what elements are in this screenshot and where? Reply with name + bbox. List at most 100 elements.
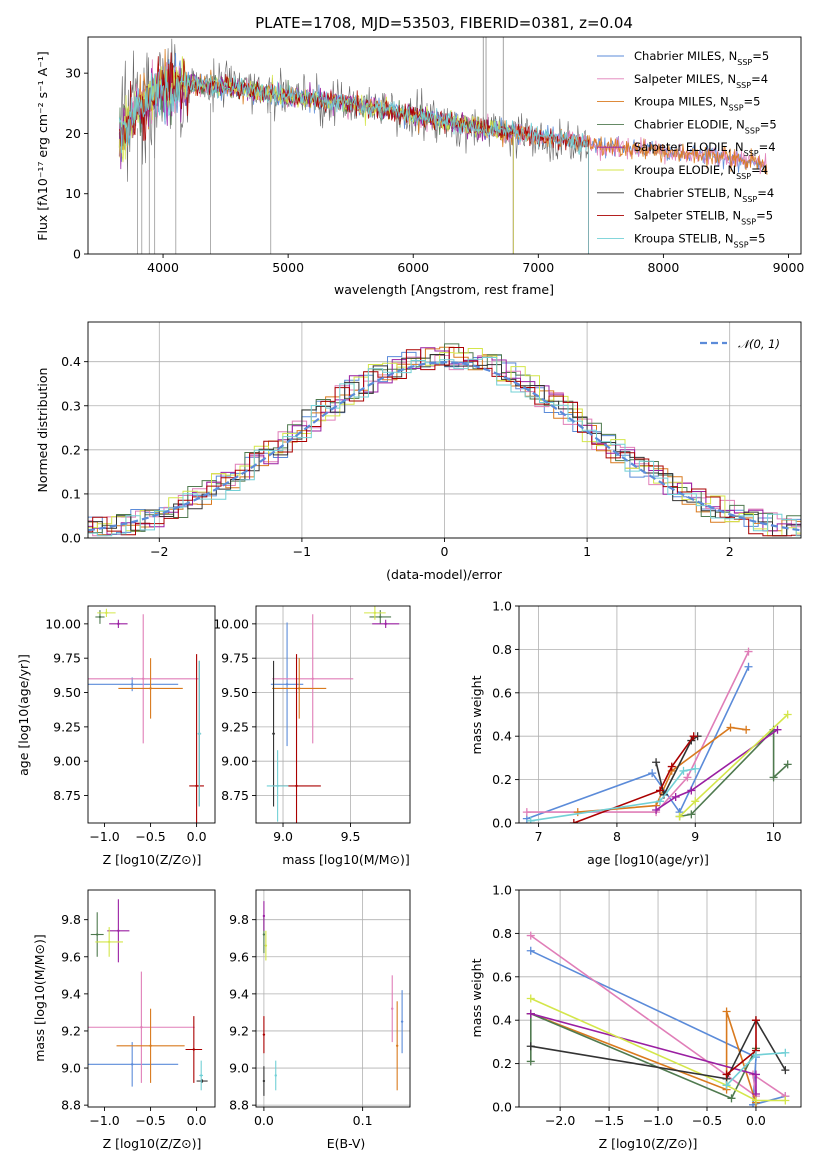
x-tick-label: −2 bbox=[150, 544, 168, 559]
x-tick-label: −0.5 bbox=[135, 1113, 165, 1128]
axes-frame bbox=[87, 36, 802, 255]
data-point bbox=[400, 1020, 404, 1023]
plus-marker bbox=[671, 792, 680, 801]
axes-frame bbox=[255, 889, 411, 1108]
spectrum-series-line bbox=[119, 38, 589, 254]
data-point bbox=[285, 683, 289, 686]
y-tick-label: 8.8 bbox=[61, 1098, 81, 1113]
y-tick-label: 9.50 bbox=[53, 685, 81, 700]
plus-marker bbox=[648, 769, 657, 778]
errorbar-marks bbox=[88, 608, 204, 823]
legend-entry: Chabrier ELODIE, NSSP=5 bbox=[634, 117, 777, 135]
x-tick-label: 7 bbox=[535, 829, 543, 844]
plus-marker bbox=[652, 805, 661, 814]
residual-histogram-panel: −2 −1 0 1 2 0.0 0.1 0.2 0.3 0.4 𝒩(0, 1) bbox=[61, 321, 802, 559]
y-tick-label: 8.8 bbox=[229, 1098, 249, 1113]
plus-marker bbox=[783, 760, 792, 769]
weight-series-line bbox=[530, 1011, 757, 1103]
x-tick-label: 9 bbox=[691, 829, 699, 844]
x-tick-label: −1.5 bbox=[594, 1113, 624, 1128]
plus-marker bbox=[751, 1070, 760, 1079]
y-tick-label: 9.75 bbox=[53, 651, 81, 666]
x-tick-label: −2.0 bbox=[545, 1113, 575, 1128]
legend-entry: Chabrier MILES, NSSP=5 bbox=[634, 49, 769, 67]
agez-ylabel: age [log10(age/yr)] bbox=[16, 654, 31, 776]
x-tick-label: −1.0 bbox=[643, 1113, 673, 1128]
spectrum-ylabel: Flux [fλ10⁻¹⁷ erg cm⁻² s⁻¹ A⁻¹] bbox=[35, 51, 50, 240]
x-tick-label: 9000 bbox=[773, 260, 805, 275]
legend-entry: Salpeter MILES, NSSP=4 bbox=[634, 72, 768, 90]
x-tick-label: 7000 bbox=[522, 260, 554, 275]
x-tick-label: −0.5 bbox=[135, 829, 165, 844]
weightage-ylabel: mass weight bbox=[469, 675, 484, 754]
data-point bbox=[298, 687, 301, 690]
plus-marker bbox=[781, 1048, 790, 1057]
massz-xlabel: Z [log10(Z/Z⊙)] bbox=[103, 1136, 202, 1151]
axes-frame bbox=[518, 889, 802, 1108]
plus-marker bbox=[727, 1094, 736, 1103]
massebv-xlabel: E(B-V) bbox=[327, 1136, 366, 1151]
legend-entry: Kroupa MILES, NSSP=5 bbox=[634, 95, 760, 113]
weight-series-line bbox=[573, 735, 695, 823]
y-tick-label: 0.0 bbox=[492, 1100, 512, 1115]
weight-series-line bbox=[529, 1012, 757, 1100]
plus-marker bbox=[742, 725, 751, 734]
x-tick-label: −1.0 bbox=[89, 829, 119, 844]
normal-reference-curve bbox=[88, 360, 801, 532]
plus-marker bbox=[687, 810, 696, 819]
data-point bbox=[105, 611, 108, 615]
plus-marker bbox=[722, 1081, 731, 1090]
data-point bbox=[195, 784, 198, 788]
y-tick-label: 9.2 bbox=[61, 1023, 81, 1038]
weight-series-line bbox=[530, 934, 786, 1098]
plus-marker bbox=[722, 1007, 731, 1016]
plus-marker bbox=[691, 764, 700, 773]
y-tick-label: 0.2 bbox=[492, 1056, 512, 1071]
plus-marker bbox=[683, 773, 692, 782]
plus-marker bbox=[751, 1096, 760, 1105]
y-tick-label: 0.4 bbox=[61, 354, 81, 369]
plus-marker bbox=[526, 931, 535, 940]
legend-entry: Chabrier STELIB, NSSP=4 bbox=[634, 186, 774, 204]
data-point bbox=[199, 1074, 203, 1077]
y-tick-label: 0.0 bbox=[492, 816, 512, 831]
weight-series-line bbox=[530, 997, 786, 1102]
y-tick-label: 0.1 bbox=[61, 486, 81, 501]
histogram-xlabel: (data-model)/error bbox=[386, 567, 503, 582]
plus-marker bbox=[687, 786, 696, 795]
plus-marker bbox=[769, 773, 778, 782]
y-tick-label: 1.0 bbox=[492, 883, 512, 898]
y-tick-label: 0 bbox=[73, 247, 81, 262]
x-tick-label: 9.0 bbox=[273, 829, 293, 844]
y-tick-label: 0.3 bbox=[61, 398, 81, 413]
errorbar-marks bbox=[262, 901, 404, 1096]
data-point bbox=[272, 732, 275, 735]
plus-marker bbox=[569, 819, 578, 823]
x-tick-label: 6000 bbox=[397, 260, 429, 275]
data-point bbox=[192, 1048, 196, 1051]
data-point bbox=[140, 1026, 143, 1029]
data-point bbox=[149, 687, 152, 690]
mass-vs-metallicity-panel: −1.0 −0.5 0.0 8.8 9.0 9.2 9.4 9.6 9.8 bbox=[61, 889, 216, 1128]
spectrum-panel: 4000 5000 6000 7000 8000 9000 0 10 20 30 Chabrier … bbox=[65, 36, 805, 275]
y-tick-label: 0.4 bbox=[492, 729, 512, 744]
y-tick-label: 9.2 bbox=[229, 1023, 249, 1038]
y-tick-label: 9.25 bbox=[221, 719, 249, 734]
y-tick-label: 9.0 bbox=[61, 1061, 81, 1076]
plus-marker bbox=[726, 723, 735, 732]
histogram-series-step bbox=[88, 357, 801, 537]
spectrum-series-line bbox=[118, 48, 768, 175]
y-tick-label: 0.6 bbox=[492, 969, 512, 984]
plus-marker bbox=[667, 762, 676, 771]
plus-marker bbox=[722, 1070, 731, 1079]
y-tick-label: 0.2 bbox=[492, 772, 512, 787]
axes-frame bbox=[87, 321, 802, 539]
spectrum-xlabel: wavelength [Angstrom, rest frame] bbox=[334, 282, 554, 297]
plus-marker bbox=[526, 946, 535, 955]
y-tick-label: 9.50 bbox=[221, 685, 249, 700]
y-tick-label: 9.6 bbox=[61, 949, 81, 964]
data-point bbox=[198, 732, 201, 735]
y-tick-label: 0.2 bbox=[61, 442, 81, 457]
agemass-xlabel: mass [log10(M/M⊙)] bbox=[282, 852, 410, 867]
y-tick-label: 8.75 bbox=[221, 788, 249, 803]
